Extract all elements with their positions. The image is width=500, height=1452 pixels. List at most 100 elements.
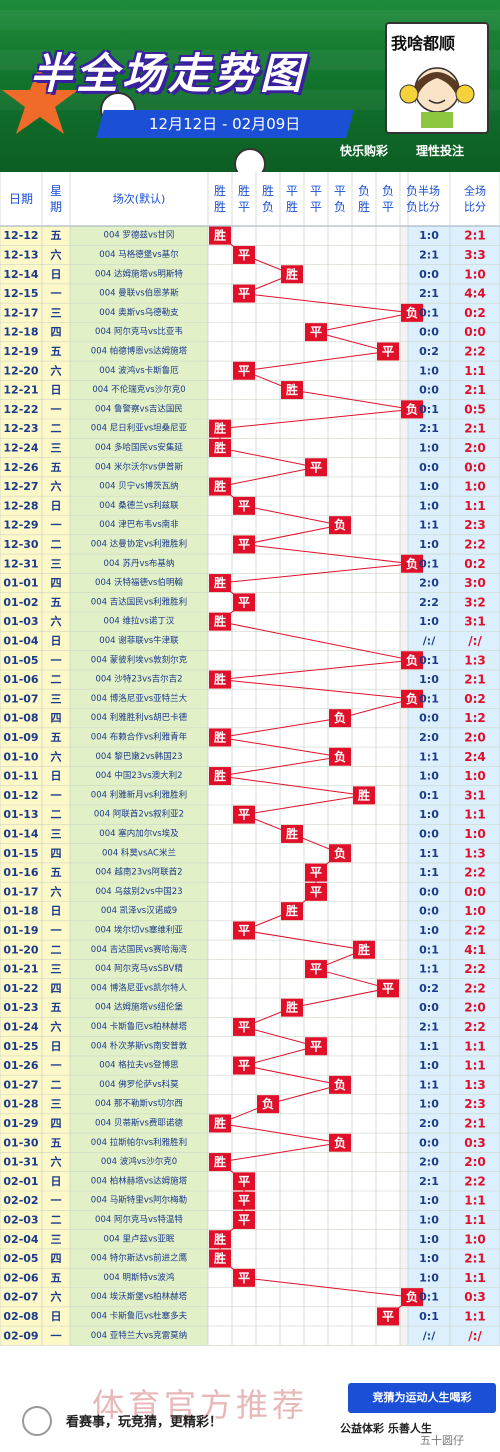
outcome-mark: 平 xyxy=(310,866,322,880)
header-outcome: 平 xyxy=(310,200,322,214)
trend-line xyxy=(243,1026,317,1047)
row-date: 12-27 xyxy=(3,480,38,493)
outcome-mark-box xyxy=(353,786,375,805)
row-date: 12-26 xyxy=(3,461,39,474)
outcome-mark: 平 xyxy=(238,1059,250,1073)
row-date: 01-17 xyxy=(3,885,38,898)
row-half-score: 1:0 xyxy=(419,1213,439,1226)
row-date: 02-06 xyxy=(3,1271,39,1284)
row-full-score: 3:2 xyxy=(464,595,486,609)
outcome-mark: 胜 xyxy=(214,1231,226,1246)
outcome-mark: 平 xyxy=(238,248,250,262)
row-date: 01-23 xyxy=(3,1001,38,1014)
row-half-score: 0:1 xyxy=(419,654,439,667)
row-full-score: 1:1 xyxy=(464,1059,486,1073)
row-half-score: 0:0 xyxy=(419,885,439,898)
outcome-mark: 平 xyxy=(310,885,322,899)
row-full-score: 2:1 xyxy=(464,229,486,243)
trend-line xyxy=(219,756,341,777)
row-date: 01-24 xyxy=(3,1020,39,1033)
row-full-score: 2:2 xyxy=(464,1174,486,1188)
row-half-score: 1:0 xyxy=(419,441,439,454)
row-half-score: 0:1 xyxy=(419,1291,439,1304)
row-half-score: 1:0 xyxy=(419,480,439,493)
outcome-mark-box xyxy=(209,1230,231,1249)
row-date: 12-29 xyxy=(3,519,38,532)
outcome-mark: 平 xyxy=(238,287,250,301)
row-half-score: 1:0 xyxy=(419,615,439,628)
outcome-mark-box xyxy=(209,419,231,438)
row-date: 01-31 xyxy=(3,1156,38,1169)
row-full-score: 2:1 xyxy=(464,422,486,436)
row-date: 01-28 xyxy=(3,1098,38,1111)
row-match: 004 佛罗伦萨vs科莫 xyxy=(99,1079,179,1090)
row-half-score: 1:0 xyxy=(419,1252,439,1265)
outcome-mark: 胜 xyxy=(286,826,298,841)
row-date: 01-01 xyxy=(3,577,38,590)
row-full-score: 3:1 xyxy=(464,788,486,802)
trend-line xyxy=(219,1142,341,1163)
row-match: 004 贝宁vs博茨瓦纳 xyxy=(99,481,178,492)
row-full-score: 1:0 xyxy=(464,827,486,841)
row-match: 004 博洛尼亚vs亚特兰大 xyxy=(91,693,188,704)
outcome-mark: 平 xyxy=(238,1213,250,1227)
header-outcome: 平 xyxy=(310,184,322,198)
row-weekday: 二 xyxy=(51,1213,62,1226)
row-date: 01-09 xyxy=(3,731,38,744)
row-full-score: 0:2 xyxy=(464,557,486,571)
row-weekday: 日 xyxy=(51,634,62,647)
header-outcome: 平 xyxy=(286,184,298,198)
date-range-banner: 12月12日 - 02月09日 xyxy=(96,110,354,138)
row-weekday: 四 xyxy=(51,577,62,590)
row-weekday: 五 xyxy=(51,1136,62,1149)
row-match: 004 特尔斯达vs前进之鹰 xyxy=(91,1253,188,1264)
outcome-mark: 负 xyxy=(334,1135,346,1150)
outcome-mark: 胜 xyxy=(214,614,226,629)
row-match: 004 阿联酋2vs叙利亚2 xyxy=(94,809,184,820)
row-match: 004 波鸿vs沙尔克0 xyxy=(101,1156,177,1167)
header-half: 比分 xyxy=(418,201,440,214)
row-full-score: 2:1 xyxy=(464,383,486,397)
row-date: 01-18 xyxy=(3,905,38,918)
outcome-mark: 平 xyxy=(238,1020,250,1034)
row-match: 004 亚特兰大vs克雷莫纳 xyxy=(91,1330,187,1341)
row-half-score: 1:0 xyxy=(419,538,439,551)
outcome-mark: 平 xyxy=(238,808,250,822)
row-date: 01-12 xyxy=(3,789,38,802)
row-full-score: 1:1 xyxy=(464,499,486,513)
row-full-score: 0:3 xyxy=(464,1136,486,1150)
row-full-score: 2:1 xyxy=(464,673,486,687)
outcome-mark: 负 xyxy=(334,710,346,725)
outcome-mark-box xyxy=(305,323,327,342)
row-match: 004 阿尔克马vsSBV精 xyxy=(95,963,183,974)
header-outcome: 负 xyxy=(262,200,274,214)
row-full-score: 1:1 xyxy=(464,1213,486,1227)
outcome-mark-box xyxy=(209,670,231,689)
row-weekday: 三 xyxy=(51,441,62,454)
row-full-score: 3:1 xyxy=(464,615,486,629)
outcome-mark-box xyxy=(281,824,303,843)
row-date: 02-01 xyxy=(3,1175,38,1188)
header-outcome: 平 xyxy=(382,200,394,214)
trend-line xyxy=(219,447,317,468)
row-date: 01-11 xyxy=(3,770,38,783)
outcome-mark: 平 xyxy=(238,499,250,513)
row-weekday: 五 xyxy=(51,866,62,879)
row-half-score: 0:0 xyxy=(419,905,439,918)
outcome-mark: 平 xyxy=(382,981,394,995)
row-full-score: 1:0 xyxy=(464,480,486,494)
outcome-mark: 胜 xyxy=(286,266,298,281)
trend-line xyxy=(219,621,413,661)
row-match: 004 曼联vs伯恩茅斯 xyxy=(99,288,179,299)
row-date: 12-21 xyxy=(3,384,38,397)
row-date: 12-22 xyxy=(3,403,38,416)
outcome-mark-box xyxy=(401,689,423,708)
mascot-caption: 我啥都顺 xyxy=(391,34,456,53)
trend-line xyxy=(219,466,317,488)
row-date: 01-30 xyxy=(3,1136,39,1149)
row-full-score: 1:1 xyxy=(464,1194,486,1208)
row-weekday: 四 xyxy=(51,712,62,725)
outcome-mark: 负 xyxy=(334,1077,346,1092)
row-match: 004 尼日利亚vs坦桑尼亚 xyxy=(91,423,188,434)
outcome-mark: 胜 xyxy=(214,479,226,494)
